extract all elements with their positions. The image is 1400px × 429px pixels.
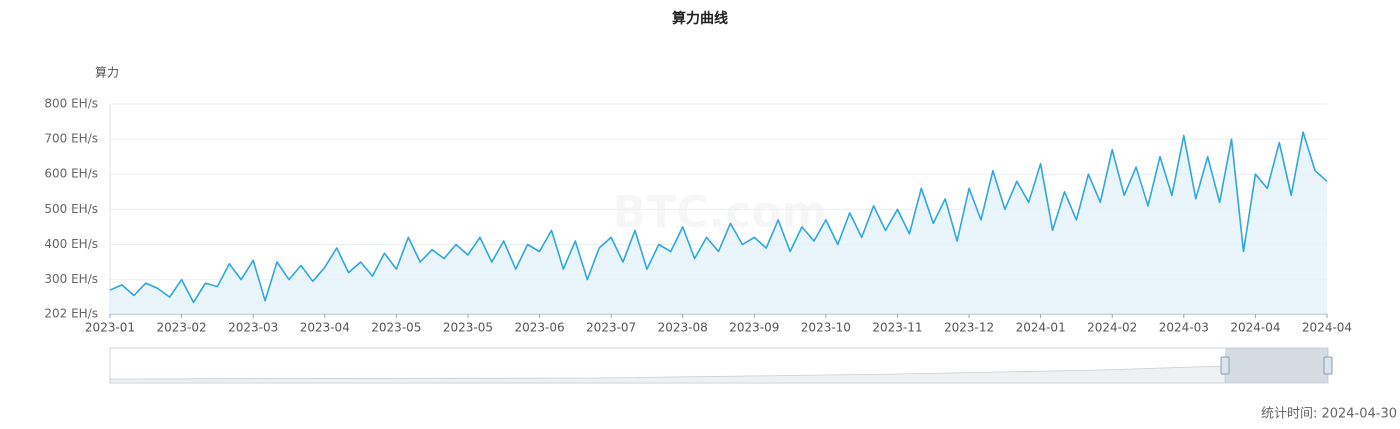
- x-tick-label: 2023-06: [514, 321, 564, 335]
- x-tick-label: 2024-02: [1087, 321, 1137, 335]
- x-tick-label: 2024-04: [1230, 321, 1280, 335]
- watermark: BTC.com: [613, 187, 828, 238]
- x-tick-label: 2023-05: [443, 321, 493, 335]
- x-tick-label: 2023-08: [658, 321, 708, 335]
- y-tick-label: 300 EH/s: [44, 272, 98, 286]
- x-tick-label: 2023-09: [729, 321, 779, 335]
- y-tick-label: 400 EH/s: [44, 237, 98, 251]
- chart-title: 算力曲线: [672, 10, 728, 27]
- y-tick-label: 202 EH/s: [44, 307, 98, 321]
- x-tick-label: 2024-01: [1016, 321, 1066, 335]
- x-tick-label: 2024-03: [1159, 321, 1209, 335]
- plot-area: 202 EH/s 300 EH/s 400 EH/s 500 EH/s 600 EH/s…: [44, 97, 1352, 335]
- x-tick-label: 2023-11: [872, 321, 922, 335]
- x-tick-label: 2023-03: [228, 321, 278, 335]
- y-tick-label: 500 EH/s: [44, 202, 98, 216]
- line: [109, 131, 1328, 304]
- x-tick-label: 2023-12: [944, 321, 994, 335]
- zoom-window[interactable]: [1225, 348, 1328, 383]
- x-tick-label: 2023-07: [586, 321, 636, 335]
- zoom-handle[interactable]: [1220, 356, 1230, 375]
- y-tick-label: 600 EH/s: [44, 167, 98, 181]
- x-tick-label: 2024-04: [1302, 321, 1352, 335]
- x-tick-label: 2023-01: [85, 321, 135, 335]
- y-tick-label: 700 EH/s: [44, 132, 98, 146]
- footer-note: 统计时间: 2024-04-30: [1261, 407, 1397, 422]
- zoom-handle[interactable]: [1323, 356, 1333, 375]
- zoom-preview: [109, 365, 1226, 384]
- x-tick-label: 2023-04: [300, 321, 350, 335]
- y-axis-label: 算力: [95, 65, 119, 80]
- y-tick-label: 800 EH/s: [44, 97, 98, 111]
- area: [110, 132, 1327, 314]
- x-tick-label: 2023-02: [157, 321, 207, 335]
- x-tick-label: 2023-10: [801, 321, 851, 335]
- x-tick-label: 2023-05: [371, 321, 421, 335]
